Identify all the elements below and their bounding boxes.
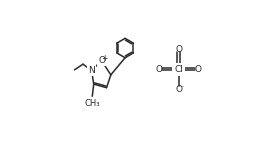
Text: Cl: Cl: [174, 65, 183, 74]
Text: CH₃: CH₃: [85, 99, 100, 108]
Text: N: N: [88, 66, 95, 75]
Text: O: O: [175, 45, 182, 54]
Text: +: +: [101, 54, 107, 63]
Text: O: O: [195, 65, 201, 74]
Text: O: O: [156, 65, 162, 74]
Text: ⁻: ⁻: [179, 84, 183, 92]
Text: O: O: [175, 85, 182, 94]
Text: O: O: [98, 56, 105, 65]
